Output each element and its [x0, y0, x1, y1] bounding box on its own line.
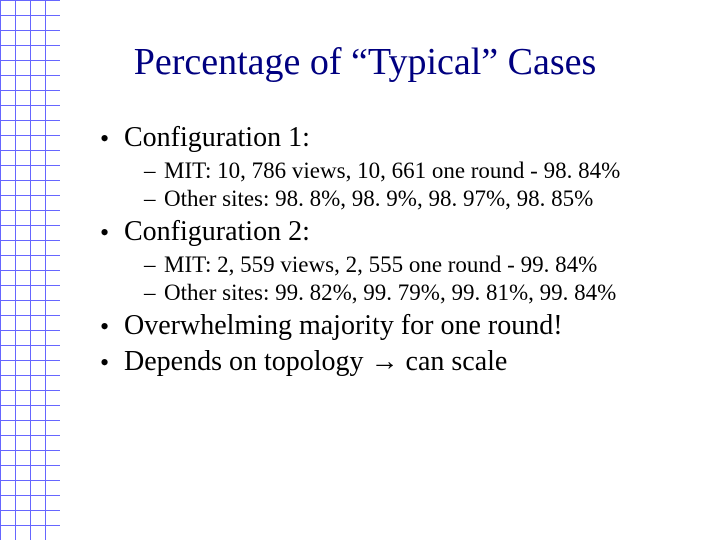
bullet-list: Configuration 1: MIT: 10, 786 views, 10,… — [100, 122, 690, 378]
sub-bullet-text: Other sites: 99. 82%, 99. 79%, 99. 81%, … — [164, 280, 616, 305]
sub-list-item: MIT: 10, 786 views, 10, 661 one round - … — [144, 158, 690, 184]
bullet-text: Configuration 1: — [124, 122, 310, 153]
sub-list: MIT: 2, 559 views, 2, 555 one round - 99… — [144, 252, 690, 306]
sub-bullet-text: MIT: 2, 559 views, 2, 555 one round - 99… — [164, 252, 597, 277]
slide-content: Percentage of “Typical” Cases Configurat… — [0, 0, 720, 540]
list-item: Configuration 2: MIT: 2, 559 views, 2, 5… — [100, 216, 690, 306]
list-item: Depends on topology → can scale — [100, 346, 690, 378]
bullet-text: Overwhelming majority for one round! — [124, 310, 563, 341]
slide-title: Percentage of “Typical” Cases — [40, 40, 690, 84]
bullet-text: Depends on topology → can scale — [124, 346, 507, 377]
sub-list-item: Other sites: 98. 8%, 98. 9%, 98. 97%, 98… — [144, 186, 690, 212]
sub-bullet-text: MIT: 10, 786 views, 10, 661 one round - … — [164, 158, 620, 183]
sub-bullet-text: Other sites: 98. 8%, 98. 9%, 98. 97%, 98… — [164, 186, 593, 211]
list-item: Configuration 1: MIT: 10, 786 views, 10,… — [100, 122, 690, 212]
sub-list-item: Other sites: 99. 82%, 99. 79%, 99. 81%, … — [144, 280, 690, 306]
bullet-text: Configuration 2: — [124, 216, 310, 247]
list-item: Overwhelming majority for one round! — [100, 310, 690, 342]
sub-list-item: MIT: 2, 559 views, 2, 555 one round - 99… — [144, 252, 690, 278]
sub-list: MIT: 10, 786 views, 10, 661 one round - … — [144, 158, 690, 212]
